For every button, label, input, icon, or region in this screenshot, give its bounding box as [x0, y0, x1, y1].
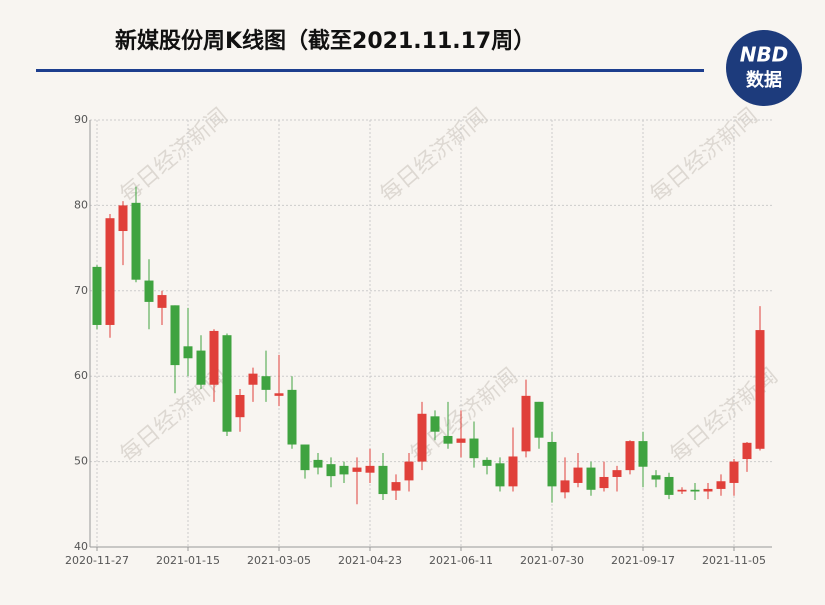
candle-body: [703, 488, 713, 492]
candle-body: [196, 350, 206, 385]
candle-body: [469, 438, 479, 459]
x-tick-label: 2021-09-17: [611, 554, 675, 567]
candle-body: [378, 465, 388, 495]
candle-body: [105, 218, 115, 325]
x-tick-label: 2021-11-05: [702, 554, 766, 567]
candle-body: [495, 463, 505, 487]
candle-body: [404, 461, 414, 481]
candle-body: [118, 205, 128, 232]
candle-body: [482, 459, 492, 466]
candle-body: [430, 416, 440, 432]
candle-body: [456, 438, 466, 443]
candle-body: [612, 470, 622, 477]
candle-body: [287, 389, 297, 445]
candle-body: [92, 266, 102, 325]
candle-body: [248, 373, 258, 385]
x-tick-label: 2021-07-30: [520, 554, 584, 567]
candle-body: [326, 464, 336, 477]
candle-body: [664, 476, 674, 495]
candle-body: [222, 335, 232, 432]
candle-body: [599, 476, 609, 489]
candle-body: [742, 442, 752, 460]
candle-body: [625, 441, 635, 471]
logo-text: 数据: [746, 69, 782, 91]
candle-body: [534, 401, 544, 438]
x-tick-label: 2020-11-27: [65, 554, 129, 567]
candle-body: [729, 461, 739, 483]
candle-body: [313, 459, 323, 468]
candle-body: [755, 330, 765, 449]
logo-text: NBD: [740, 43, 789, 67]
watermark: 每日经济新闻: [376, 104, 493, 208]
candle-body: [131, 202, 141, 280]
chart-title: 新媒股份周K线图（截至2021.11.17周）: [115, 28, 535, 54]
candle-body: [547, 441, 557, 487]
logo-badge: [726, 30, 802, 106]
candle-body: [157, 295, 167, 308]
candle-body: [352, 467, 362, 472]
candle-body: [638, 441, 648, 467]
candle-body: [365, 465, 375, 473]
y-tick-label: 80: [74, 198, 88, 211]
candle-body: [586, 467, 596, 490]
candle-body: [339, 465, 349, 475]
candle-body: [183, 346, 193, 359]
candle-body: [508, 456, 518, 487]
candle-body: [261, 376, 271, 390]
candle-body: [677, 489, 687, 492]
watermark: 每日经济新闻: [646, 104, 763, 208]
watermark: 每日经济新闻: [116, 104, 233, 208]
candle-body: [443, 435, 453, 444]
candle-body: [170, 305, 180, 366]
y-tick-label: 50: [74, 455, 88, 468]
candle-body: [573, 467, 583, 483]
candle-body: [521, 395, 531, 452]
x-tick-label: 2021-06-11: [429, 554, 493, 567]
candle-body: [144, 280, 154, 302]
y-tick-label: 70: [74, 284, 88, 297]
candle-body: [391, 482, 401, 491]
y-tick-label: 60: [74, 369, 88, 382]
x-tick-label: 2021-01-15: [156, 554, 220, 567]
y-tick-label: 90: [74, 113, 88, 126]
candle-body: [300, 444, 310, 471]
y-tick-label: 40: [74, 540, 88, 553]
candle-body: [716, 481, 726, 489]
candle-body: [560, 480, 570, 493]
candle-body: [235, 394, 245, 418]
candle-body: [690, 489, 700, 492]
candle-body: [274, 393, 284, 396]
title-rule: [36, 69, 704, 72]
candle-body: [417, 413, 427, 462]
x-tick-label: 2021-04-23: [338, 554, 402, 567]
candle-body: [209, 330, 219, 385]
watermark: 每日经济新闻: [666, 364, 783, 468]
x-tick-label: 2021-03-05: [247, 554, 311, 567]
candle-body: [651, 475, 661, 480]
